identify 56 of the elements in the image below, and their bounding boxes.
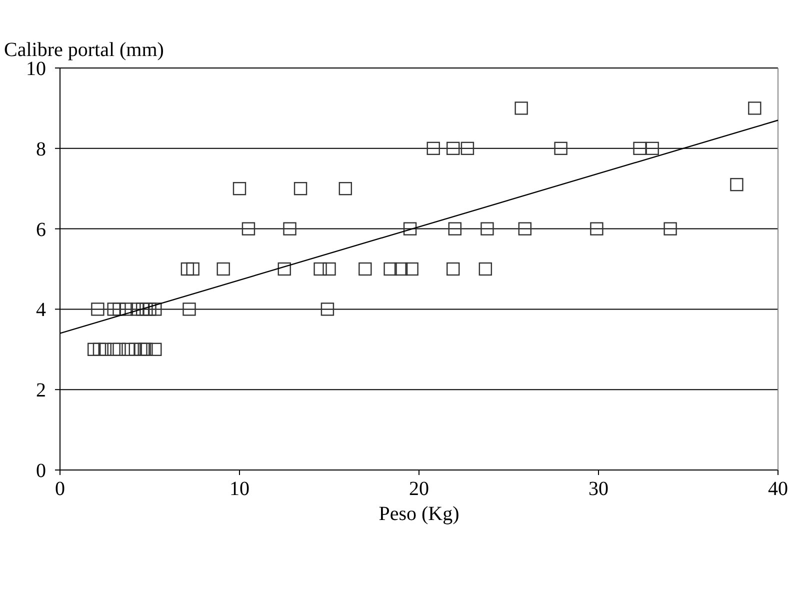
point (358, 262, 372, 276)
point (426, 142, 440, 155)
point (283, 222, 296, 236)
x-tick-label: 0 (55, 478, 65, 500)
point (148, 302, 162, 316)
point (394, 262, 408, 276)
point (278, 262, 291, 276)
point (633, 142, 646, 155)
point (107, 302, 120, 316)
point (294, 182, 308, 196)
point (320, 302, 334, 316)
point (664, 222, 677, 236)
x-axis-title: Peso (Kg) (378, 503, 460, 525)
x-tick-label: 40 (768, 478, 788, 500)
point (446, 142, 460, 155)
x-tick-label: 30 (588, 478, 608, 500)
point (180, 262, 194, 276)
point (446, 262, 460, 276)
y-tick-label: 2 (36, 380, 46, 402)
point (148, 342, 162, 356)
point (460, 142, 474, 155)
point (186, 262, 200, 276)
y-tick-label: 0 (36, 460, 46, 482)
point (730, 178, 744, 192)
point (338, 182, 352, 196)
x-tick-label: 10 (230, 478, 250, 500)
point (646, 142, 659, 155)
point (120, 302, 134, 316)
point (514, 102, 528, 115)
point (182, 302, 196, 316)
y-tick-label: 8 (36, 138, 46, 160)
point (314, 262, 327, 276)
y-tick-label: 6 (36, 218, 46, 241)
point (748, 102, 762, 115)
x-tick-label: 20 (409, 478, 429, 500)
point (322, 262, 336, 276)
point (91, 302, 104, 316)
point (216, 262, 230, 276)
point (232, 182, 246, 196)
point (403, 222, 417, 236)
point (405, 262, 418, 276)
point (554, 142, 568, 155)
point (112, 302, 126, 316)
point (518, 222, 532, 236)
point (448, 222, 462, 236)
y-tick-label: 4 (36, 299, 46, 322)
point (92, 342, 106, 356)
point (384, 262, 397, 276)
point (480, 222, 494, 236)
y-axis-title: Calibre portal (mm) (4, 39, 164, 61)
point (590, 222, 604, 236)
point (478, 262, 492, 276)
point (88, 342, 101, 356)
y-tick-label: 10 (26, 58, 46, 80)
point (242, 222, 256, 236)
point (136, 302, 150, 316)
